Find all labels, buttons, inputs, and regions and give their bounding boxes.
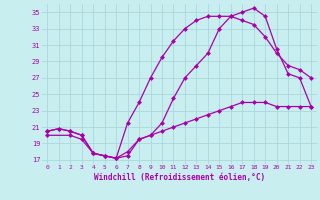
- X-axis label: Windchill (Refroidissement éolien,°C): Windchill (Refroidissement éolien,°C): [94, 173, 265, 182]
